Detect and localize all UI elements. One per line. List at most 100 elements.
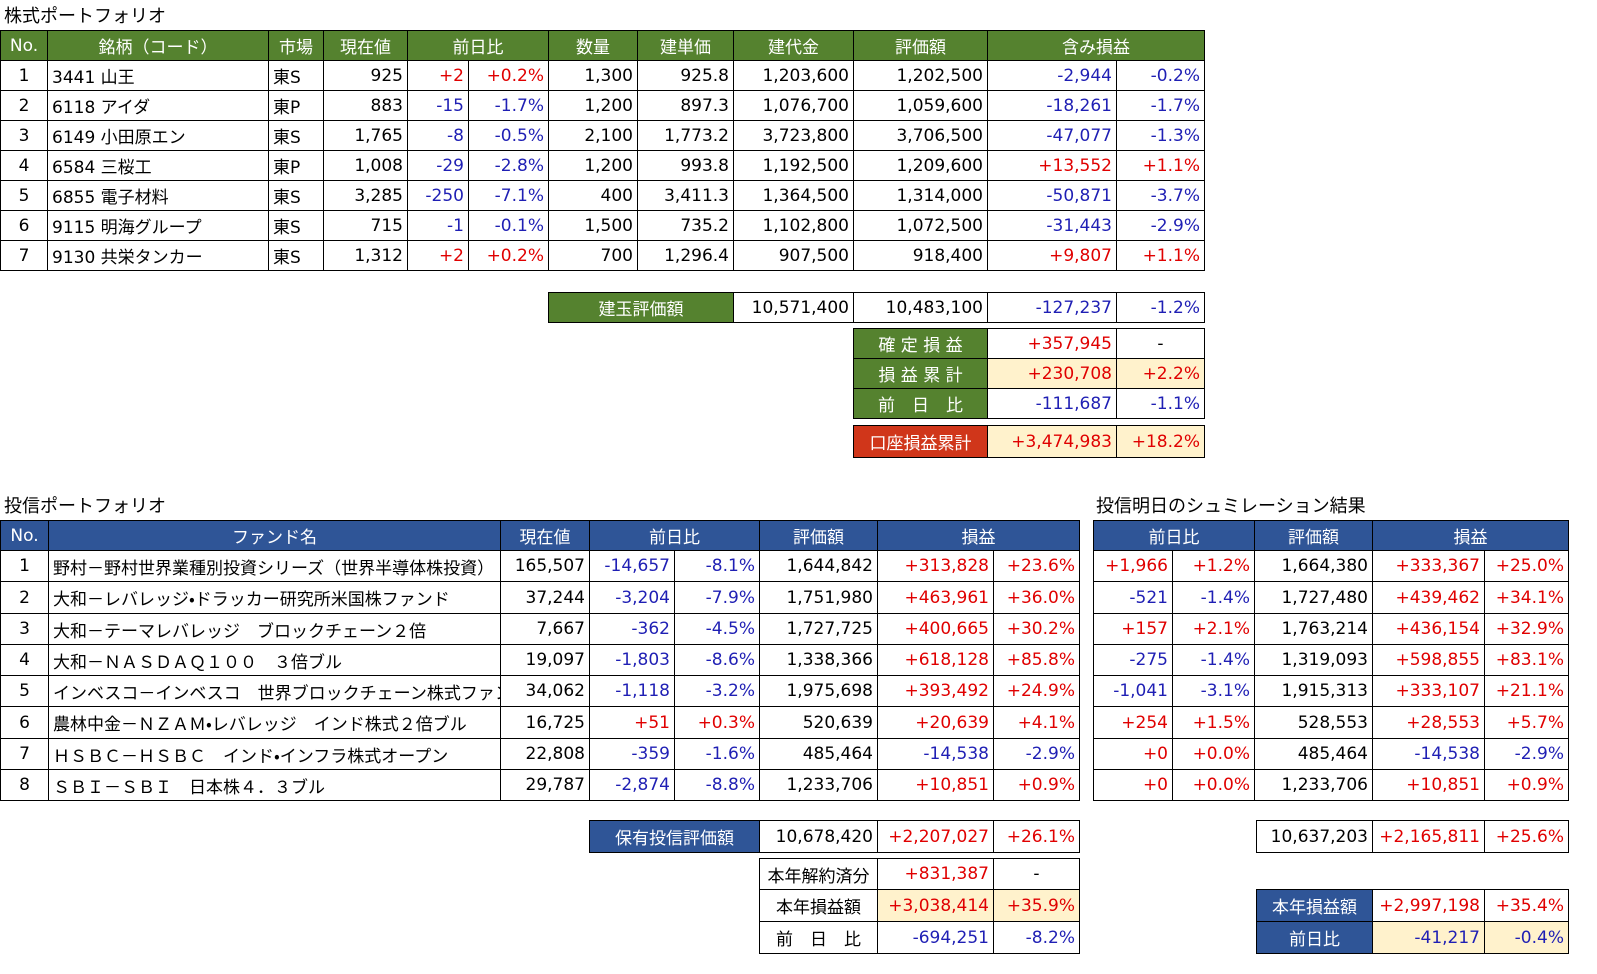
table-cell: 9130 共栄タンカー: [47, 240, 269, 271]
table-cell: -0.5%: [468, 120, 549, 151]
summary-value: +2,165,811: [1372, 820, 1485, 853]
table-cell: 1,364,500: [733, 180, 854, 211]
table-cell: -2.8%: [468, 150, 549, 181]
table-cell: -1,041: [1093, 675, 1173, 707]
table-cell: -2,944: [987, 60, 1117, 91]
table-cell: 1,203,600: [733, 60, 854, 91]
table-cell: +0.2%: [468, 240, 549, 271]
header-cell: 損益: [1372, 520, 1569, 551]
table-cell: 3,411.3: [637, 180, 734, 211]
summary-value: -8.2%: [993, 921, 1080, 954]
table-cell: 19,097: [500, 644, 590, 676]
table-cell: 6118 アイダ: [47, 90, 269, 121]
table-cell: 22,808: [500, 738, 590, 770]
table-cell: 東P: [268, 90, 324, 121]
table-cell: -3,204: [589, 581, 675, 614]
summary-value: +230,708: [987, 358, 1117, 389]
table-cell: +51: [589, 706, 675, 739]
table-cell: -7.9%: [674, 581, 760, 614]
table-cell: 897.3: [637, 90, 734, 121]
table-cell: 485,464: [1254, 738, 1373, 770]
summary-value: -: [1116, 328, 1205, 359]
table-cell: 1,233,706: [1254, 769, 1373, 801]
summary-value: -41,217: [1372, 921, 1485, 954]
table-cell: 1,338,366: [759, 644, 878, 676]
table-cell: 400: [548, 180, 638, 211]
table-cell: 1,765: [323, 120, 408, 151]
table-cell: +333,367: [1372, 550, 1485, 582]
table-cell: +30.2%: [993, 613, 1080, 645]
summary-value: +831,387: [877, 858, 994, 890]
table-cell: +28,553: [1372, 706, 1485, 739]
table-cell: +10,851: [1372, 769, 1485, 801]
table-cell: 1,664,380: [1254, 550, 1373, 582]
table-cell: 1,314,000: [853, 180, 988, 211]
table-cell: 1,500: [548, 210, 638, 241]
table-cell: 37,244: [500, 581, 590, 614]
table-cell: 農林中金－ＮＺＡＭ・レバレッジ インド株式２倍ブル: [48, 706, 501, 739]
table-cell: 715: [323, 210, 408, 241]
summary-label: 保有投信評価額: [589, 820, 760, 853]
table-cell: +13,552: [987, 150, 1117, 181]
table-cell: 1,200: [548, 150, 638, 181]
table-cell: 東S: [268, 120, 324, 151]
table-cell: -1,118: [589, 675, 675, 707]
table-cell: -250: [407, 180, 469, 211]
table-cell: -3.2%: [674, 675, 760, 707]
header-cell: No.: [0, 520, 49, 551]
header-cell: 評価額: [853, 30, 988, 61]
table-cell: +83.1%: [1484, 644, 1569, 676]
summary-value: +3,038,414: [877, 889, 994, 922]
summary-label: 前 日 比: [759, 921, 878, 954]
header-cell: 市場: [268, 30, 324, 61]
table-cell: -0.2%: [1116, 60, 1205, 91]
table-cell: +2.1%: [1172, 613, 1255, 645]
summary-value: 10,571,400: [733, 292, 854, 323]
header-cell: ファンド名: [48, 520, 501, 551]
header-cell: 数量: [548, 30, 638, 61]
table-cell: 925.8: [637, 60, 734, 91]
table-cell: +2: [407, 240, 469, 271]
table-cell: -14,538: [877, 738, 994, 770]
summary-label: 前 日 比: [853, 388, 988, 419]
table-cell: -14,657: [589, 550, 675, 582]
header-cell: 損益: [877, 520, 1080, 551]
table-cell: 1,727,480: [1254, 581, 1373, 614]
header-cell: 建単価: [637, 30, 734, 61]
table-cell: 大和－テーマレバレッジ ブロックチェーン２倍: [48, 613, 501, 645]
table-cell: ＳＢＩ－ＳＢＩ 日本株４．３ブル: [48, 769, 501, 801]
table-cell: 1,751,980: [759, 581, 878, 614]
header-cell: 現在値: [323, 30, 408, 61]
table-cell: +0: [1093, 769, 1173, 801]
table-cell: -1.7%: [468, 90, 549, 121]
table-cell: 1,102,800: [733, 210, 854, 241]
table-cell: -275: [1093, 644, 1173, 676]
summary-value: 10,483,100: [853, 292, 988, 323]
table-cell: 1,763,214: [1254, 613, 1373, 645]
table-cell: 3: [0, 120, 48, 151]
table-cell: +0.3%: [674, 706, 760, 739]
table-cell: 735.2: [637, 210, 734, 241]
table-cell: -362: [589, 613, 675, 645]
table-cell: +0.9%: [1484, 769, 1569, 801]
table-cell: 1,300: [548, 60, 638, 91]
summary-value: +26.1%: [993, 820, 1080, 853]
header-cell: 評価額: [1254, 520, 1373, 551]
table-cell: 7: [0, 738, 49, 770]
table-cell: +463,961: [877, 581, 994, 614]
table-cell: -521: [1093, 581, 1173, 614]
table-cell: 東P: [268, 150, 324, 181]
table-cell: -1.4%: [1172, 644, 1255, 676]
table-cell: 5: [0, 675, 49, 707]
table-cell: +618,128: [877, 644, 994, 676]
table-cell: +1.2%: [1172, 550, 1255, 582]
table-cell: 6149 小田原エン: [47, 120, 269, 151]
table-cell: +1,966: [1093, 550, 1173, 582]
table-cell: 3,285: [323, 180, 408, 211]
table-cell: +36.0%: [993, 581, 1080, 614]
table-cell: +10,851: [877, 769, 994, 801]
table-cell: 907,500: [733, 240, 854, 271]
table-cell: 8: [0, 769, 49, 801]
header-cell: 現在値: [500, 520, 590, 551]
